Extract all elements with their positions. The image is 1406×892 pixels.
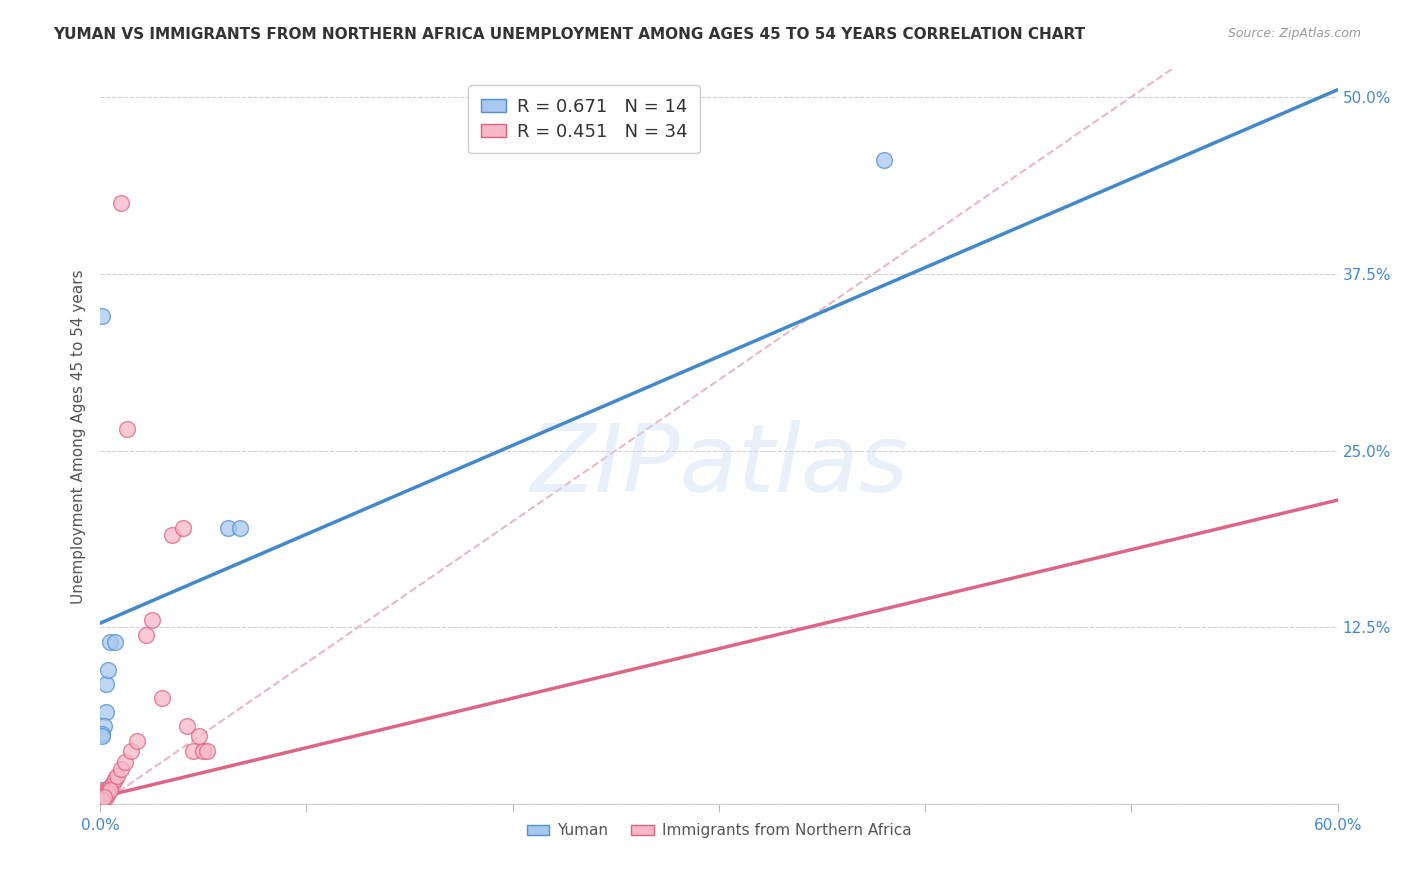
Point xyxy=(181,743,204,757)
Point xyxy=(91,786,114,800)
Point xyxy=(91,726,114,740)
Point xyxy=(93,786,115,800)
Point xyxy=(195,743,218,757)
Point xyxy=(97,786,120,800)
Point xyxy=(172,521,194,535)
Point xyxy=(93,790,115,805)
Point xyxy=(91,783,114,797)
Point xyxy=(91,790,114,805)
Point xyxy=(217,521,239,535)
Point xyxy=(141,613,163,627)
Point xyxy=(91,790,114,805)
Legend: Yuman, Immigrants from Northern Africa: Yuman, Immigrants from Northern Africa xyxy=(520,817,917,845)
Point xyxy=(93,719,115,733)
Point xyxy=(100,780,122,795)
Point xyxy=(110,762,132,776)
Point xyxy=(193,743,215,757)
Point xyxy=(97,783,120,797)
Point xyxy=(96,783,118,797)
Point xyxy=(91,730,114,744)
Point xyxy=(91,793,114,807)
Point xyxy=(96,786,118,800)
Point xyxy=(127,733,149,747)
Point xyxy=(114,755,136,769)
Point xyxy=(873,153,896,168)
Point xyxy=(105,769,128,783)
Text: YUMAN VS IMMIGRANTS FROM NORTHERN AFRICA UNEMPLOYMENT AMONG AGES 45 TO 54 YEARS : YUMAN VS IMMIGRANTS FROM NORTHERN AFRICA… xyxy=(53,27,1085,42)
Point xyxy=(229,521,252,535)
Y-axis label: Unemployment Among Ages 45 to 54 years: Unemployment Among Ages 45 to 54 years xyxy=(72,269,86,604)
Point xyxy=(91,309,114,323)
Text: Source: ZipAtlas.com: Source: ZipAtlas.com xyxy=(1227,27,1361,40)
Point xyxy=(103,634,125,648)
Point xyxy=(100,634,122,648)
Point xyxy=(96,790,118,805)
Point xyxy=(115,422,138,436)
Point xyxy=(150,691,173,706)
Text: ZIPatlas: ZIPatlas xyxy=(530,420,908,511)
Point xyxy=(101,776,124,790)
Point xyxy=(120,743,142,757)
Point xyxy=(110,196,132,211)
Point xyxy=(96,706,118,720)
Point xyxy=(100,783,122,797)
Point xyxy=(176,719,198,733)
Point xyxy=(93,790,115,805)
Point xyxy=(97,663,120,677)
Point xyxy=(96,786,118,800)
Point xyxy=(134,627,156,641)
Point xyxy=(91,793,114,807)
Point xyxy=(96,677,118,691)
Point xyxy=(162,528,184,542)
Point xyxy=(188,730,211,744)
Point xyxy=(103,772,125,786)
